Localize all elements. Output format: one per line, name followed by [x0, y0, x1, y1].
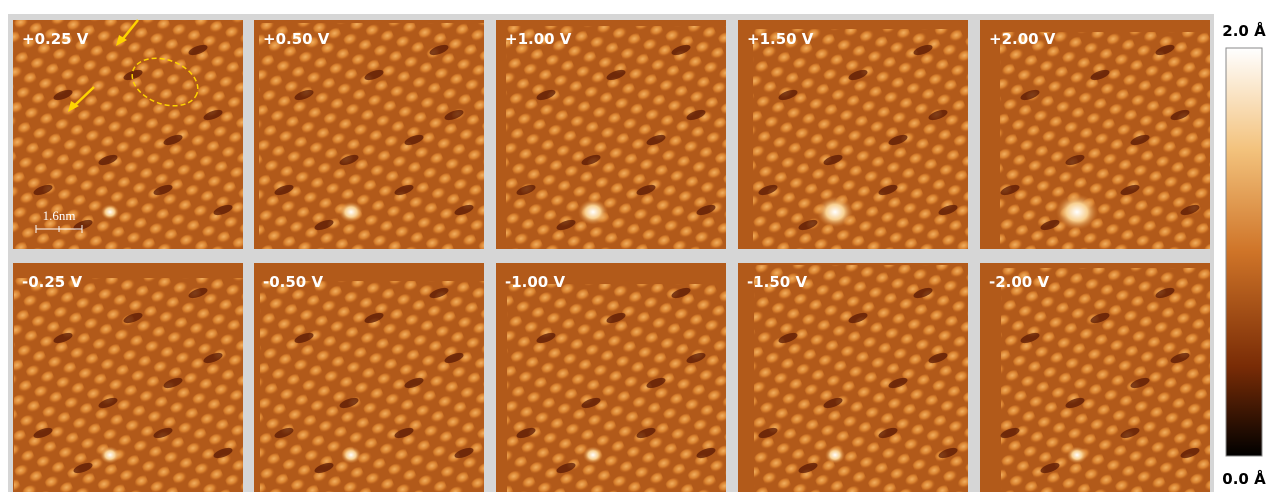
- colorbar-top-label: 2.0 Å: [1222, 21, 1266, 40]
- bright-spot: [1067, 447, 1087, 464]
- stm-panel: -1.50 V: [738, 263, 984, 492]
- stm-panel: +2.00 V: [980, 20, 1230, 261]
- colorbar: [1226, 48, 1262, 456]
- bright-spot: [339, 202, 363, 222]
- panel-label: -2.00 V: [989, 273, 1049, 291]
- panel-label: +1.50 V: [747, 30, 814, 48]
- figure: +0.25 V +0.50 V +1.00 V +1.50 V +2.00 V -0.25…: [0, 0, 1281, 492]
- panel-texture: [1000, 32, 1230, 261]
- panel-label: +1.00 V: [505, 30, 572, 48]
- panel-texture: [260, 281, 490, 492]
- bright-spot: [583, 447, 603, 464]
- bright-spot: [100, 447, 120, 464]
- stm-panel: +1.00 V: [496, 20, 736, 255]
- panel-texture: [14, 278, 244, 492]
- bright-spot: [825, 447, 845, 464]
- panel-label: -0.50 V: [263, 273, 323, 291]
- panel-texture: [753, 29, 983, 258]
- bright-spot: [1056, 194, 1098, 230]
- stm-panel: -0.25 V: [13, 263, 244, 492]
- panel-label: -1.50 V: [747, 273, 807, 291]
- bright-spot: [817, 197, 853, 228]
- bright-spot: [101, 204, 119, 219]
- bright-spot: [578, 199, 608, 225]
- stm-panel: -0.50 V: [254, 263, 490, 492]
- panel-texture: [754, 265, 984, 492]
- panel-texture: [506, 26, 736, 255]
- panel-label: +0.50 V: [263, 30, 330, 48]
- colorbar-bottom-label: 0.0 Å: [1222, 469, 1266, 488]
- panel-label: -1.00 V: [505, 273, 565, 291]
- panel-label: +0.25 V: [22, 30, 89, 48]
- stm-panel: -2.00 V: [980, 263, 1231, 492]
- panel-label: +2.00 V: [989, 30, 1056, 48]
- scale-bar-label: 1.6nm: [43, 208, 76, 223]
- stm-panel: +0.50 V: [254, 20, 489, 252]
- panel-label: -0.25 V: [22, 273, 82, 291]
- stm-panel: -1.00 V: [496, 263, 737, 492]
- bright-spot: [341, 447, 361, 464]
- panel-texture: [259, 23, 489, 252]
- panel-texture: [1001, 268, 1231, 492]
- stm-panel: +1.50 V: [738, 20, 983, 258]
